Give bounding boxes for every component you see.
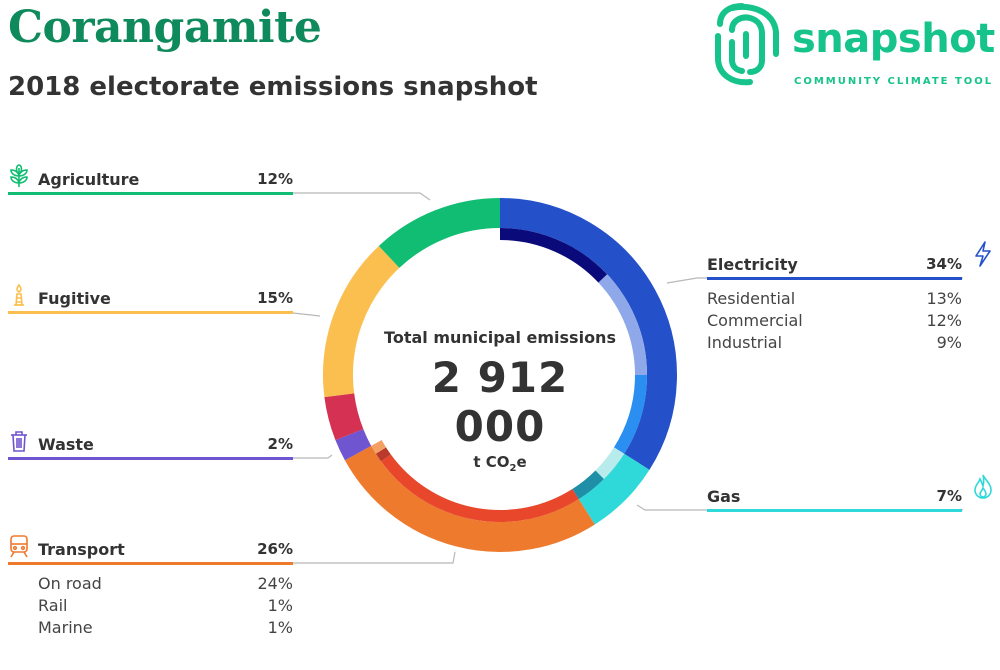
leader-line-transport — [293, 551, 456, 564]
legend-label-electricity: Electricity — [707, 255, 798, 274]
legend-label-waste: Waste — [38, 435, 94, 454]
donut-slice-transport — [344, 445, 595, 552]
leader-line-waste — [293, 454, 333, 459]
lightning-icon — [975, 241, 991, 267]
legend-waste: Waste 2% — [8, 431, 293, 461]
legend-item-commercial: Commercial 12% — [707, 311, 962, 330]
donut-subslice-on-road — [381, 454, 579, 522]
trash-icon — [11, 431, 27, 452]
donut-slice-industrial-processes — [324, 392, 364, 441]
center-label: Total municipal emissions — [384, 328, 616, 347]
logo-tagline: COMMUNITY CLIMATE TOOL — [794, 76, 994, 87]
total-emissions-unit: t CO2e — [473, 453, 527, 474]
donut-subslice-marine — [371, 440, 387, 454]
sprout-icon — [10, 164, 28, 187]
donut-subslice-rail — [375, 447, 391, 462]
legend-value-electricity: 34% — [926, 255, 962, 273]
donut-slice-waste — [335, 428, 372, 461]
fingerprint-icon — [715, 3, 779, 86]
flame-icon — [974, 474, 992, 499]
flare-icon — [14, 283, 24, 306]
donut-subslice-gas-a — [595, 447, 625, 479]
legend-item-rail: Rail 1% — [38, 596, 293, 615]
legend-electricity: Electricity 34% Residential 13% Commercia… — [707, 241, 1000, 353]
donut-subslice-industrial — [613, 374, 647, 454]
legend-fugitive: Fugitive 15% — [8, 283, 293, 315]
leader-line-agriculture — [293, 192, 431, 201]
donut-slice-electricity — [499, 198, 677, 470]
legend-agriculture: Agriculture 12% — [8, 164, 293, 196]
donut-subslice-residential — [499, 228, 608, 283]
page-subtitle: 2018 electorate emissions snapshot — [8, 72, 538, 102]
legend-value-waste: 2% — [267, 435, 293, 453]
legend-label-fugitive: Fugitive — [38, 289, 111, 308]
page-title: Corangamite — [8, 2, 322, 53]
legend-gas: Gas 7% — [707, 474, 1000, 513]
legend-value-agriculture: 12% — [257, 170, 293, 188]
train-icon — [10, 535, 28, 558]
donut-subslice-gas-b — [572, 470, 604, 500]
snapshot-logo: snapshot COMMUNITY CLIMATE TOOL — [712, 2, 1000, 92]
legend-item-industrial: Industrial 9% — [707, 333, 962, 352]
total-emissions-value: 2 912 000 — [431, 353, 569, 451]
donut-subslice-commercial — [598, 274, 647, 376]
logo-wordmark: snapshot — [792, 16, 995, 62]
legend-transport: Transport 26% On road 24% Rail 1% Marine 1% — [8, 535, 293, 638]
donut-slice-fugitive — [323, 245, 400, 398]
legend-item-marine: Marine 1% — [38, 618, 293, 637]
donut-slice-gas — [578, 453, 650, 525]
legend-value-fugitive: 15% — [257, 289, 293, 307]
legend-label-transport: Transport — [38, 540, 125, 559]
legend-item-on-road: On road 24% — [38, 574, 293, 593]
donut-slice-agriculture — [378, 198, 501, 269]
leader-line-fugitive — [292, 312, 321, 317]
legend-label-agriculture: Agriculture — [38, 170, 140, 189]
chart-center-summary: Total municipal emissions 2 912 000 t CO… — [380, 328, 620, 474]
legend-value-gas: 7% — [936, 487, 962, 505]
legend-item-residential: Residential 13% — [707, 289, 962, 308]
legend-label-gas: Gas — [707, 487, 741, 506]
legend-value-transport: 26% — [257, 540, 293, 558]
